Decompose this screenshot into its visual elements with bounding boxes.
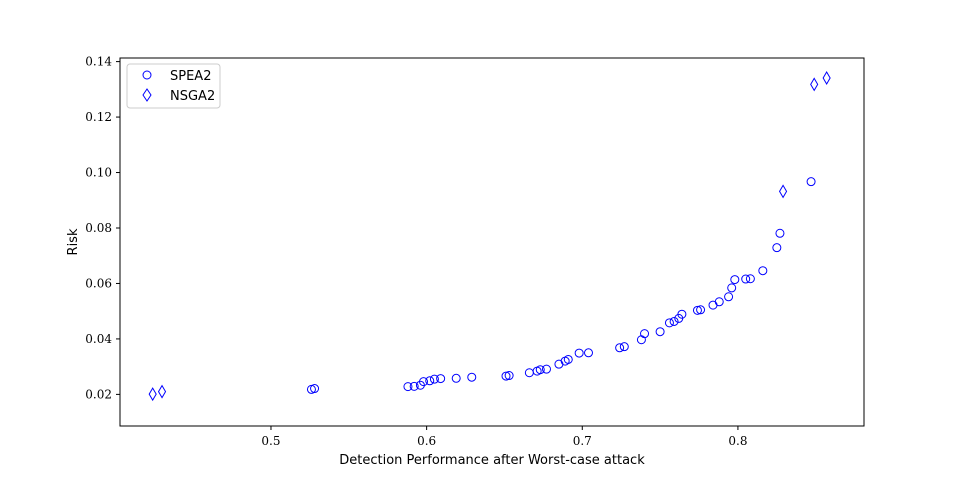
spea2-point (563, 354, 573, 364)
spea2-point (664, 318, 674, 328)
spea2-point (758, 266, 768, 276)
spea2-point (535, 365, 545, 375)
spea2-point (730, 275, 740, 285)
y-tick-label: 0.08 (85, 221, 112, 235)
spea2-point (541, 364, 551, 374)
x-tick-label: 0.8 (728, 434, 747, 448)
legend-label-nsga2: NSGA2 (170, 89, 215, 104)
spea2-point (619, 342, 629, 352)
x-tick-label: 0.7 (573, 434, 592, 448)
spea2-point (615, 343, 625, 353)
y-tick-label: 0.14 (85, 55, 112, 69)
spea2-point (745, 274, 755, 284)
spea2-point (310, 384, 320, 394)
nsga2-point (810, 77, 819, 92)
spea2-point (714, 297, 724, 307)
spea2-point (574, 348, 584, 358)
spea2-point (451, 373, 461, 383)
spea2-point (727, 283, 737, 293)
x-axis-label: Detection Performance after Worst-case a… (339, 453, 645, 468)
legend-label-spea2: SPEA2 (170, 69, 211, 84)
nsga2-point (778, 184, 788, 199)
plot-frame (119, 57, 865, 427)
spea2-point (741, 274, 751, 284)
spea2-point (677, 309, 687, 319)
legend-marker-nsga2 (142, 88, 152, 102)
spea2-point (669, 316, 679, 326)
markers-layer (148, 70, 831, 402)
spea2-point (419, 377, 429, 387)
y-axis-ticks: 0.02 0.04 0.06 0.08 0.10 0.12 0.14 (85, 55, 120, 401)
y-tick-label: 0.04 (85, 332, 112, 346)
spea2-point (584, 348, 594, 358)
spea2-point (806, 177, 816, 187)
y-tick-label: 0.06 (85, 276, 112, 290)
spea2-point (692, 305, 702, 315)
y-tick-label: 0.02 (85, 387, 112, 401)
x-tick-label: 0.5 (261, 434, 280, 448)
x-axis-ticks: 0.5 0.6 0.7 0.8 (261, 426, 747, 448)
spea2-point (772, 243, 782, 253)
spea2-point (467, 372, 477, 382)
spea2-point (504, 371, 514, 381)
spea2-point (403, 382, 413, 392)
y-tick-label: 0.12 (85, 110, 112, 124)
y-tick-label: 0.10 (85, 166, 112, 180)
spea2-point (655, 327, 665, 337)
spea2-point (436, 374, 446, 384)
spea2-point (429, 374, 439, 384)
nsga2-point (157, 384, 167, 399)
legend: SPEA2 NSGA2 (126, 63, 221, 109)
spea2-point (425, 376, 435, 386)
legend-marker-spea2 (142, 70, 152, 80)
x-tick-label: 0.6 (417, 434, 436, 448)
spea2-point (775, 228, 785, 238)
spea2-point (696, 305, 706, 315)
spea2-point (724, 292, 734, 302)
spea2-point (501, 371, 511, 381)
y-axis-label: Risk (66, 228, 81, 255)
nsga2-point (148, 387, 157, 402)
spea2-point (640, 329, 650, 339)
plot-area (120, 58, 864, 426)
nsga2-point (822, 70, 831, 85)
spea2-point (409, 381, 419, 391)
